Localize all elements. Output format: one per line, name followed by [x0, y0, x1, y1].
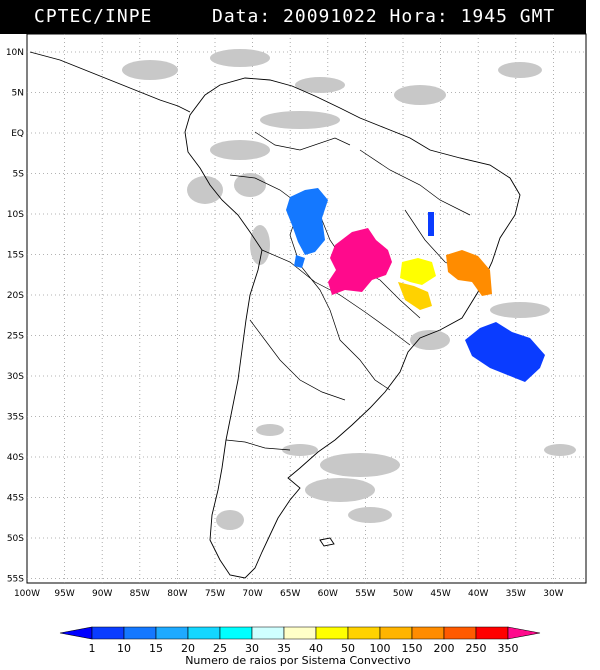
falkland-islands-outline: [319, 537, 335, 547]
central-america-outline: [29, 51, 191, 113]
lon-label: 65W: [280, 589, 300, 599]
colorbar-label: 25: [213, 642, 227, 655]
colorbar-label: 30: [245, 642, 259, 655]
colorbar-segment: [443, 626, 477, 640]
lat-label: 55S: [7, 575, 24, 585]
storm-cluster-blue-ocean: [465, 322, 545, 382]
colorbar-label: 15: [149, 642, 163, 655]
colorbar-label: 35: [277, 642, 291, 655]
lat-label: 5N: [12, 89, 24, 99]
lon-label: 70W: [242, 589, 262, 599]
colorbar-segment: [59, 626, 93, 640]
colorbar-segment: [155, 626, 189, 640]
colorbar-segment: [475, 626, 509, 640]
lat-label: 20S: [7, 291, 24, 301]
colorbar-segment: [91, 626, 125, 640]
lon-label: 80W: [167, 589, 187, 599]
colorbar-title: Numero de raios por Sistema Convectivo: [185, 654, 411, 667]
latitude-labels: 10N 5N EQ 5S 10S 15S 20S 25S 30S 35S 40S 45S 50S 55S: [6, 48, 24, 585]
lon-label: 95W: [54, 589, 74, 599]
storm-cluster-amber: [398, 282, 432, 310]
lon-label: 30W: [543, 589, 563, 599]
lat-label: 30S: [7, 372, 24, 382]
storm-cluster-blue-east: [428, 212, 434, 236]
south-america-outline: [184, 77, 521, 579]
colorbar-label: 350: [498, 642, 519, 655]
lat-label: EQ: [11, 129, 24, 139]
colorbar-segment: [219, 626, 253, 640]
lon-label: 90W: [92, 589, 112, 599]
map-header: CPTEC/INPE Data: 20091022 Hora: 1945 GMT: [0, 0, 586, 34]
lon-label: 60W: [318, 589, 338, 599]
lon-label: 75W: [205, 589, 225, 599]
lat-label: 15S: [7, 251, 24, 261]
colorbar-segment: [411, 626, 445, 640]
colorbar-segment: [347, 626, 381, 640]
lon-label: 40W: [468, 589, 488, 599]
lon-label: 50W: [393, 589, 413, 599]
colorbar-label: 150: [402, 642, 423, 655]
lat-label: 25S: [7, 332, 24, 342]
colorbar: [59, 626, 541, 640]
lat-label: 40S: [7, 453, 24, 463]
lat-label: 5S: [13, 170, 25, 180]
storm-cluster-orange: [446, 250, 492, 296]
lat-label: 45S: [7, 494, 24, 504]
colorbar-label: 1: [89, 642, 96, 655]
colorbar-segment: [507, 626, 541, 640]
colorbar-label: 10: [117, 642, 131, 655]
colorbar-label: 20: [181, 642, 195, 655]
lat-label: 10S: [7, 210, 24, 220]
cloud-cover: [122, 49, 576, 530]
colorbar-label: 250: [466, 642, 487, 655]
colorbar-segment: [123, 626, 157, 640]
storm-cluster-blue-north: [286, 188, 328, 255]
convective-systems: [286, 188, 545, 382]
storm-cluster-blue-south: [294, 255, 305, 268]
lat-label: 35S: [7, 413, 24, 423]
colorbar-segment: [187, 626, 221, 640]
colorbar-segment: [315, 626, 349, 640]
colorbar-segment: [251, 626, 285, 640]
lon-label: 85W: [130, 589, 150, 599]
longitude-labels: 100W 95W 90W 85W 80W 75W 70W 65W 60W 55W 50W 45W 40W…: [14, 589, 564, 599]
colorbar-segment: [283, 626, 317, 640]
colorbar-label: 50: [341, 642, 355, 655]
datetime-label: Data: 20091022 Hora: 1945 GMT: [212, 6, 556, 27]
lat-label: 10N: [6, 48, 24, 58]
lon-label: 45W: [430, 589, 450, 599]
lon-label: 35W: [506, 589, 526, 599]
storm-cluster-yellow: [400, 258, 436, 285]
storm-cluster-pink: [328, 228, 392, 295]
colorbar-labels: 1 10 15 20 25 30 35 40 50 100 150 200 250 350: [89, 642, 519, 655]
lat-label: 50S: [7, 534, 24, 544]
colorbar-label: 100: [370, 642, 391, 655]
lon-label: 100W: [14, 589, 40, 599]
colorbar-segment: [379, 626, 413, 640]
source-label: CPTEC/INPE: [34, 6, 153, 27]
colorbar-label: 200: [434, 642, 455, 655]
lon-label: 55W: [355, 589, 375, 599]
colorbar-label: 40: [309, 642, 323, 655]
